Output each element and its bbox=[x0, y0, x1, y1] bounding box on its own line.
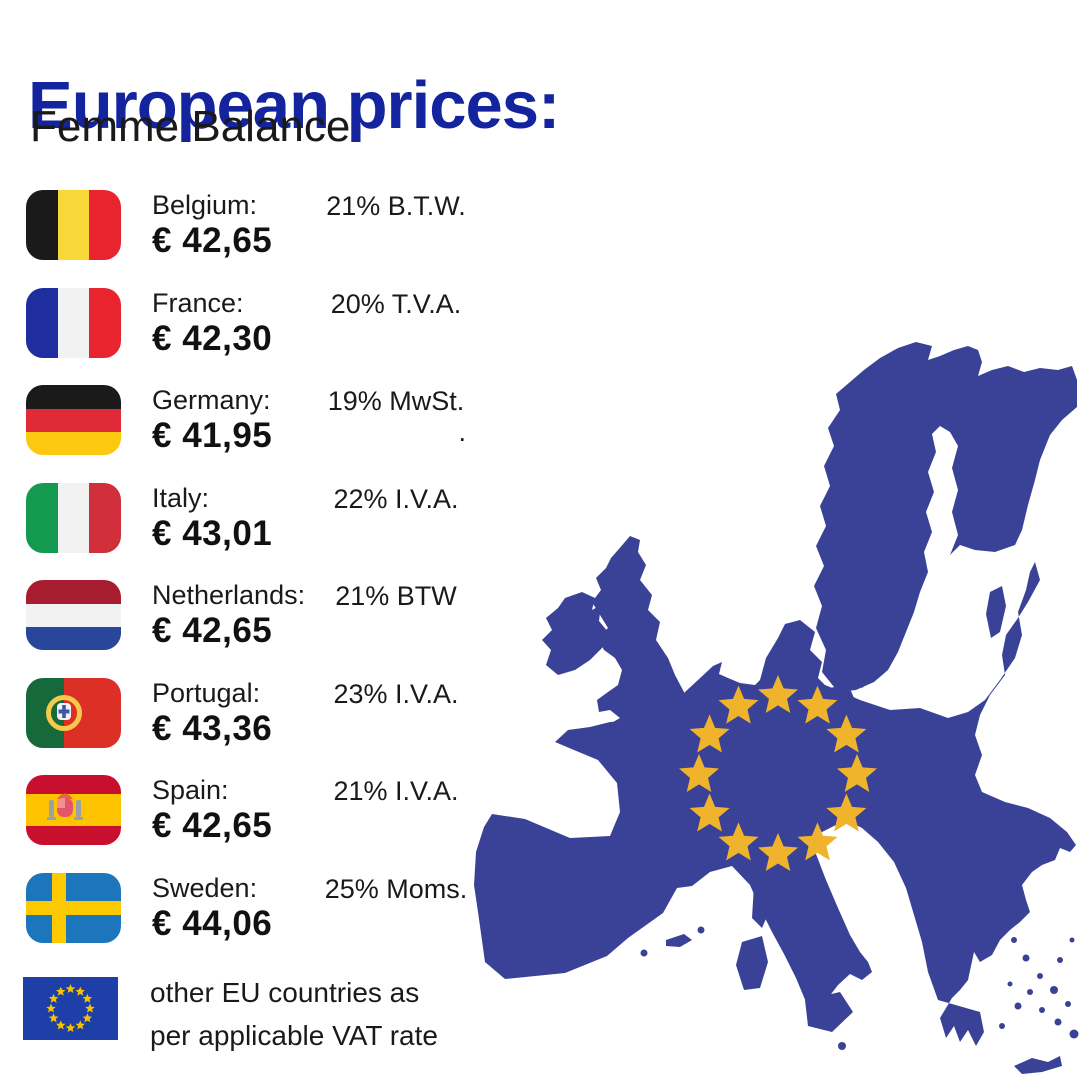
price-row: Spain: € 42,65 21% I.V.A. bbox=[26, 775, 476, 847]
vat-extra-dot: . bbox=[458, 417, 466, 447]
country-info: Germany: € 41,95 bbox=[152, 385, 272, 456]
flag-pt-icon bbox=[26, 677, 121, 748]
vat-rate: 19% MwSt.. bbox=[320, 386, 472, 448]
vat-rate: 21% I.V.A. bbox=[333, 776, 459, 806]
map-sicily bbox=[805, 992, 853, 1032]
flag-it-icon bbox=[26, 482, 121, 553]
country-label: Netherlands: bbox=[152, 580, 306, 610]
country-label: Portugal: bbox=[152, 677, 261, 708]
country-info: Netherlands: € 42,65 bbox=[152, 580, 305, 651]
map-crete bbox=[1014, 1056, 1062, 1074]
country-info: France: € 42,30 bbox=[152, 288, 272, 359]
flag-be-icon bbox=[26, 190, 121, 260]
flag-se-icon bbox=[26, 872, 121, 943]
country-label: France: bbox=[152, 287, 244, 318]
footer-note-text: other EU countries as per applicable VAT… bbox=[150, 971, 438, 1057]
price-value: € 41,95 bbox=[152, 416, 273, 455]
map-gotland bbox=[986, 586, 1006, 638]
map-aegean-islands bbox=[999, 937, 1079, 1039]
flag-nl-icon bbox=[26, 580, 121, 650]
price-value: € 43,01 bbox=[152, 513, 273, 553]
map-continent bbox=[474, 562, 1076, 1046]
vat-rate: 25% Moms. bbox=[324, 873, 468, 904]
price-row: Italy: € 43,01 22% I.V.A. bbox=[26, 482, 476, 555]
country-label: Belgium: bbox=[152, 190, 258, 220]
price-row: Germany: € 41,95 19% MwSt.. bbox=[26, 385, 476, 457]
price-row: France: € 42,30 20% T.V.A. bbox=[26, 287, 476, 360]
price-row: Belgium: € 42,65 21% B.T.W. bbox=[26, 190, 476, 262]
europe-map bbox=[470, 340, 1080, 1080]
map-ireland bbox=[542, 592, 608, 675]
price-value: € 42,65 bbox=[152, 221, 273, 260]
price-row: Sweden: € 44,06 25% Moms. bbox=[26, 872, 476, 945]
price-row: Netherlands: € 42,65 21% BTW bbox=[26, 580, 476, 652]
country-info: Sweden: € 44,06 bbox=[152, 873, 272, 944]
vat-rate: 20% T.V.A. bbox=[330, 288, 462, 319]
map-scandinavia bbox=[814, 342, 1077, 692]
price-row: Portugal: € 43,36 23% I.V.A. bbox=[26, 677, 476, 750]
price-value: € 44,06 bbox=[152, 903, 273, 943]
country-label: Germany: bbox=[152, 385, 271, 415]
country-info: Belgium: € 42,65 bbox=[152, 190, 272, 261]
map-balearics bbox=[666, 934, 692, 947]
map-malta bbox=[838, 1042, 846, 1050]
map-danish-isles bbox=[828, 666, 872, 708]
vat-rate: 22% I.V.A. bbox=[333, 483, 459, 514]
map-corsica bbox=[752, 878, 772, 928]
page-title: European prices: bbox=[28, 67, 560, 143]
price-value: € 42,65 bbox=[152, 806, 273, 845]
country-label: Sweden: bbox=[152, 872, 258, 903]
flag-eu-icon bbox=[23, 977, 118, 1040]
footer-note-row: other EU countries as per applicable VAT… bbox=[23, 977, 493, 1051]
flag-es-icon bbox=[26, 775, 121, 845]
map-sardinia bbox=[736, 936, 768, 990]
country-info: Italy: € 43,01 bbox=[152, 483, 272, 554]
flag-fr-icon bbox=[26, 287, 121, 358]
vat-rate: 21% BTW bbox=[335, 581, 457, 611]
vat-rate: 21% B.T.W. bbox=[326, 191, 466, 221]
eu-stars-ring bbox=[679, 675, 877, 871]
country-label: Spain: bbox=[152, 775, 229, 805]
footer-note-line2: per applicable VAT rate bbox=[150, 1020, 438, 1051]
vat-rate: 23% I.V.A. bbox=[333, 678, 459, 709]
country-info: Portugal: € 43,36 bbox=[152, 678, 272, 749]
price-value: € 42,30 bbox=[152, 318, 273, 358]
price-value: € 43,36 bbox=[152, 708, 273, 748]
price-value: € 42,65 bbox=[152, 611, 273, 650]
country-label: Italy: bbox=[152, 482, 210, 513]
flag-de-icon bbox=[26, 385, 121, 455]
map-great-britain bbox=[592, 536, 690, 738]
footer-note-line1: other EU countries as bbox=[150, 977, 420, 1008]
country-info: Spain: € 42,65 bbox=[152, 775, 272, 846]
page-subtitle: Femme Balance bbox=[30, 102, 351, 151]
